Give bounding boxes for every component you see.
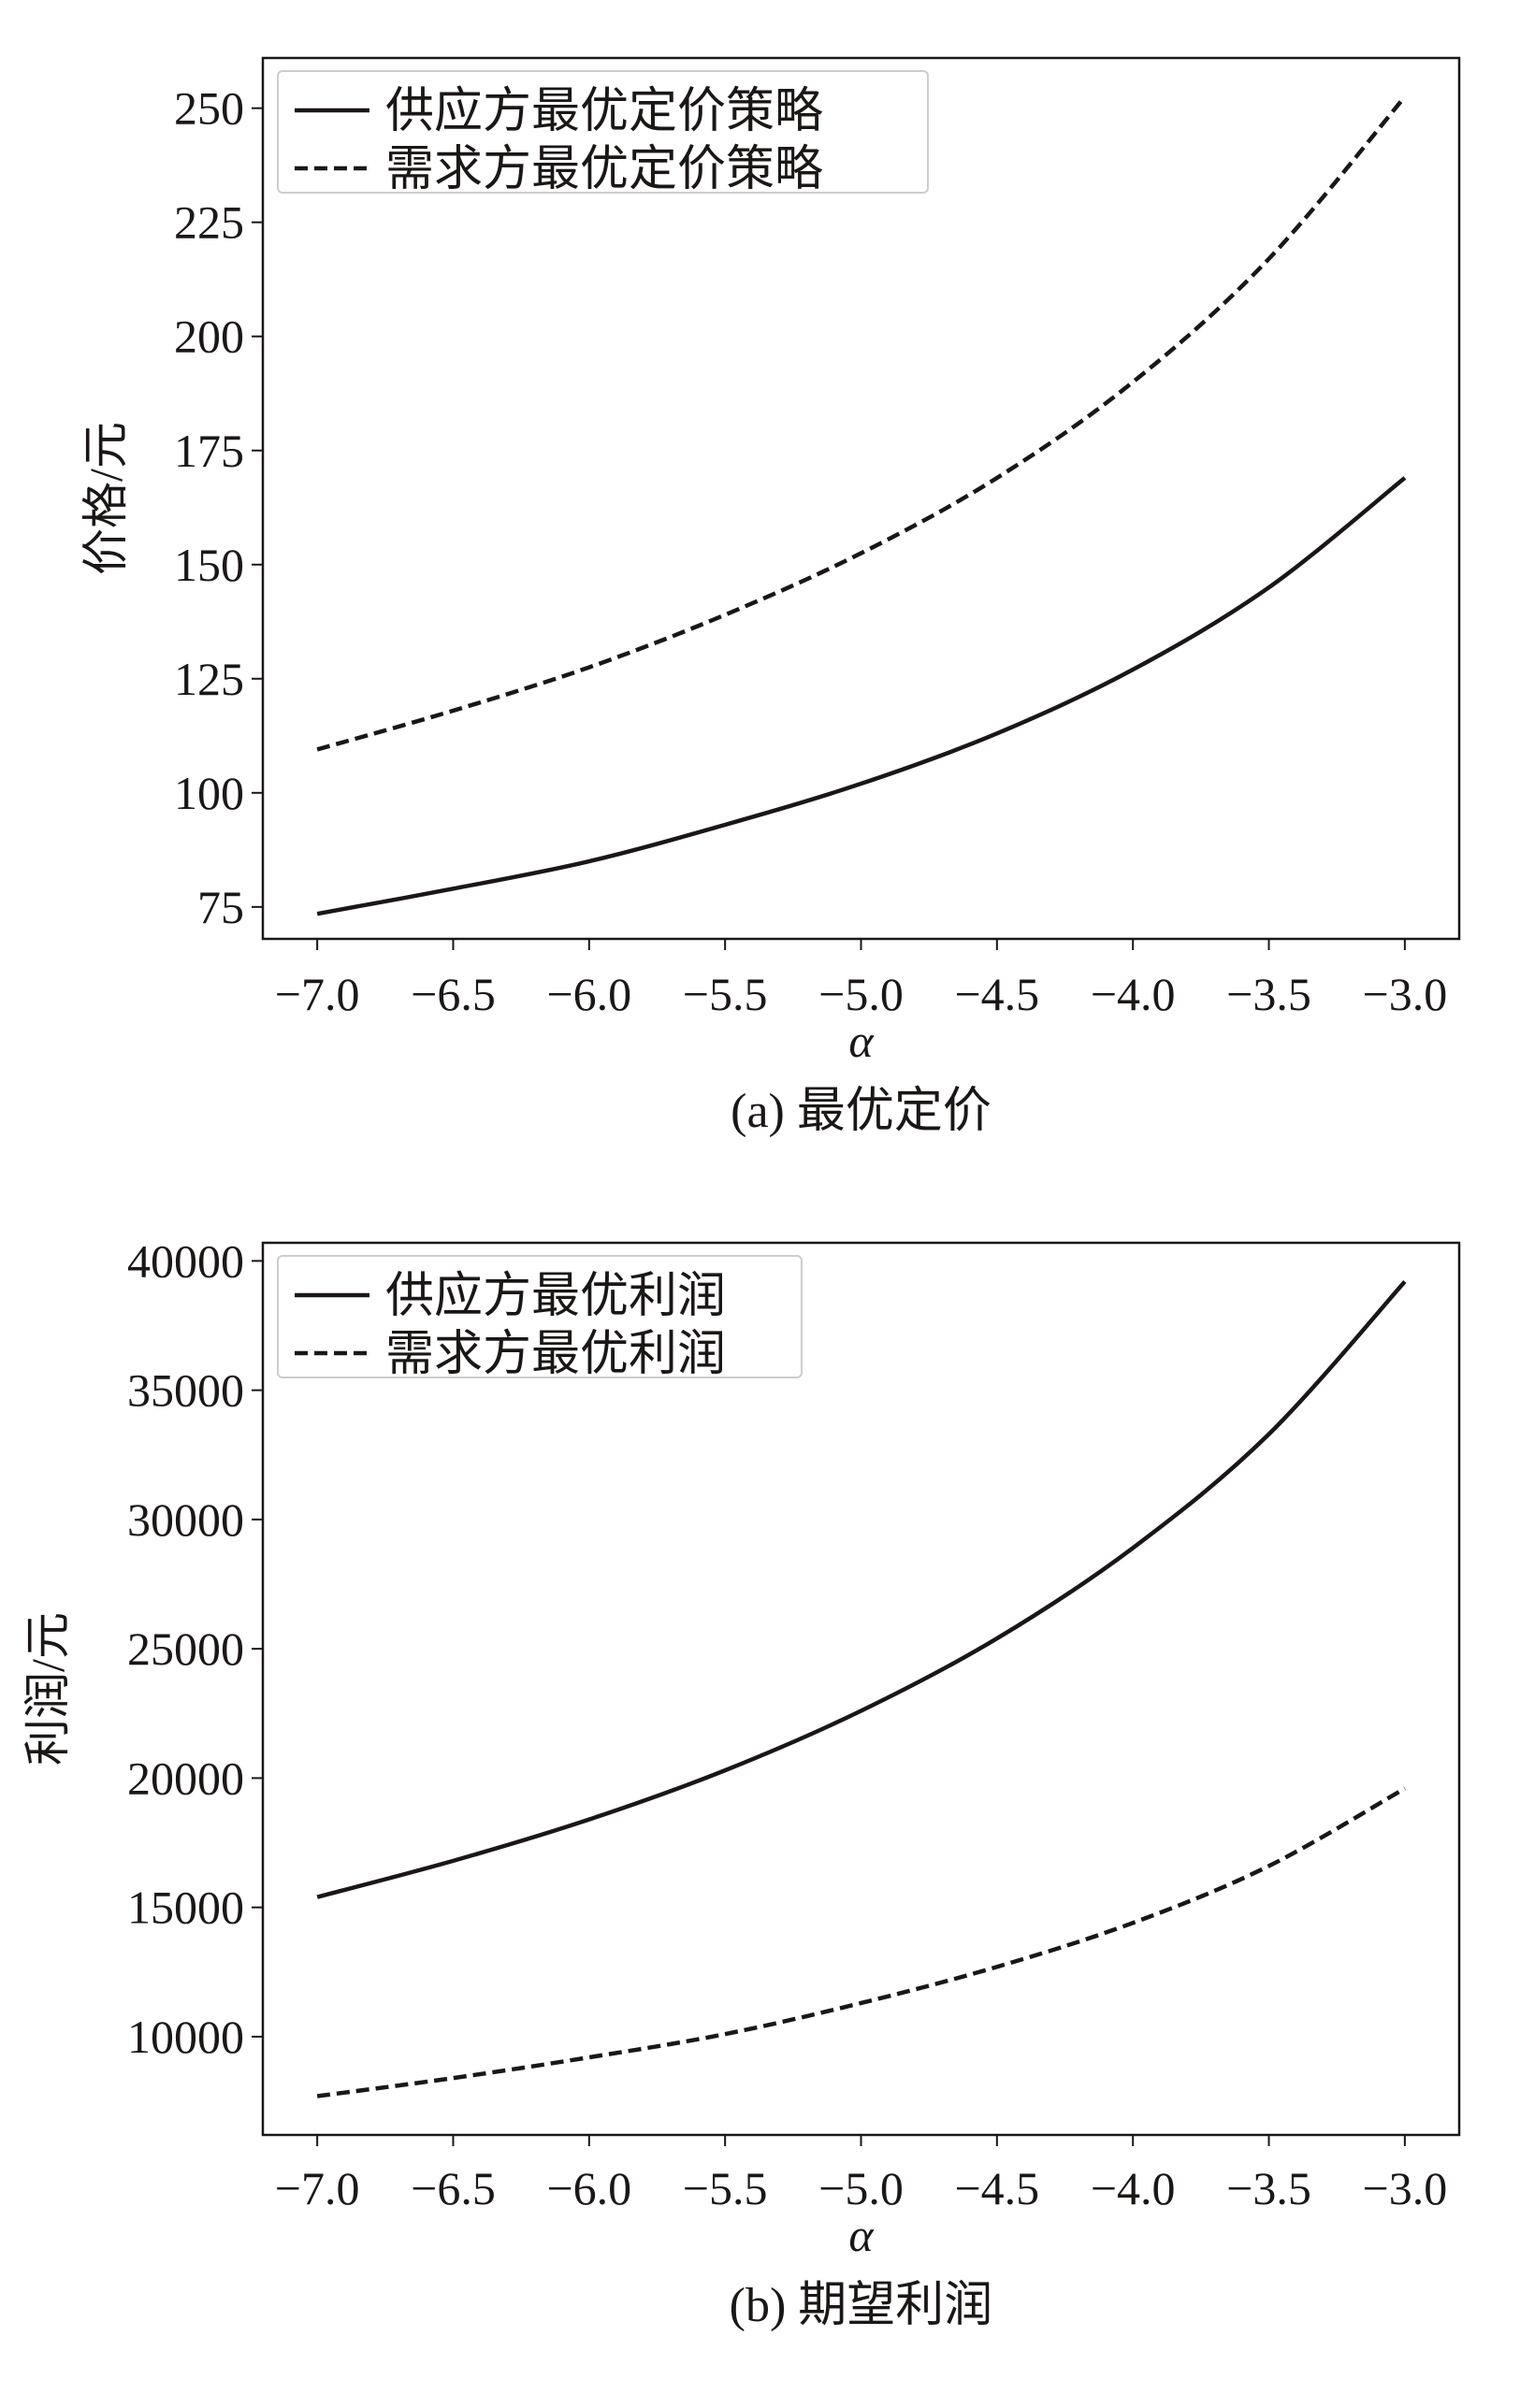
y-axis-label: 价格/元	[80, 422, 132, 575]
x-tick-label: −3.5	[1226, 968, 1311, 1020]
x-tick-label: −5.0	[818, 968, 904, 1020]
legend-frame	[277, 1255, 803, 1378]
x-tick-label: −4.5	[954, 2162, 1039, 2214]
chart-expected-profit: −7.0 −6.5 −6.0 −5.5 −5.0 −4.5 −4.0 −3.5 −3.0 1000…	[22, 1234, 1461, 2332]
y-tick-label: 125	[174, 653, 244, 705]
figure-caption: (a) 最优定价	[731, 1085, 992, 1138]
y-tick-label: 175	[174, 425, 244, 477]
y-tick-label: 250	[174, 82, 244, 135]
x-tick-label: −6.5	[411, 968, 496, 1020]
legend-label: 需求方最优利润	[385, 1328, 726, 1381]
series-line-supplier	[316, 476, 1407, 916]
x-tick-label: −5.0	[818, 2162, 904, 2214]
y-tick-label: 10000	[127, 2011, 244, 2063]
x-tick-label: −4.0	[1091, 968, 1176, 1020]
y-tick-label: 20000	[127, 1752, 244, 1804]
legend-label: 需求方最优定价策略	[385, 143, 823, 196]
chart-optimal-price: −7.0 −6.5 −6.0 −5.5 −5.0 −4.5 −4.0 −3.5 −3.0 75 10…	[80, 56, 1461, 1138]
x-tick-label: −5.5	[683, 2162, 768, 2214]
y-tick-label: 200	[174, 310, 244, 363]
x-tick-label: −3.0	[1363, 968, 1448, 1020]
x-tick-label: −5.5	[683, 968, 768, 1020]
x-tick-label: −7.0	[275, 2162, 360, 2214]
x-tick-label: −4.0	[1091, 2162, 1176, 2214]
x-tick-label: −6.0	[546, 968, 631, 1020]
x-tick-label: −6.5	[411, 2162, 496, 2214]
figure-caption: (b) 期望利润	[730, 2279, 993, 2332]
x-axis-label: α	[848, 1015, 875, 1067]
x-tick-label: −3.5	[1226, 2162, 1311, 2214]
y-tick-label: 25000	[127, 1622, 244, 1675]
y-tick-label: 225	[174, 196, 244, 249]
x-tick-label: −4.5	[954, 968, 1039, 1020]
x-tick-label: −7.0	[275, 968, 360, 1020]
y-tick-label: 100	[174, 767, 244, 819]
y-axis-label: 利润/元	[22, 1612, 74, 1766]
legend-frame	[277, 70, 929, 194]
y-tick-label: 35000	[127, 1364, 244, 1417]
y-tick-label: 30000	[127, 1493, 244, 1546]
legend-label: 供应方最优利润	[385, 1270, 726, 1323]
y-tick-label: 75	[197, 881, 244, 933]
x-axis-label: α	[848, 2209, 875, 2261]
x-tick-label: −3.0	[1363, 2162, 1448, 2214]
y-tick-label: 40000	[127, 1234, 244, 1287]
series-line-demander	[316, 1786, 1406, 2098]
y-tick-label: 150	[174, 539, 244, 591]
legend-label: 供应方最优定价策略	[385, 85, 823, 138]
x-tick-label: −6.0	[546, 2162, 631, 2214]
series-line-supplier	[316, 1279, 1407, 1899]
y-tick-label: 15000	[127, 1882, 244, 1934]
